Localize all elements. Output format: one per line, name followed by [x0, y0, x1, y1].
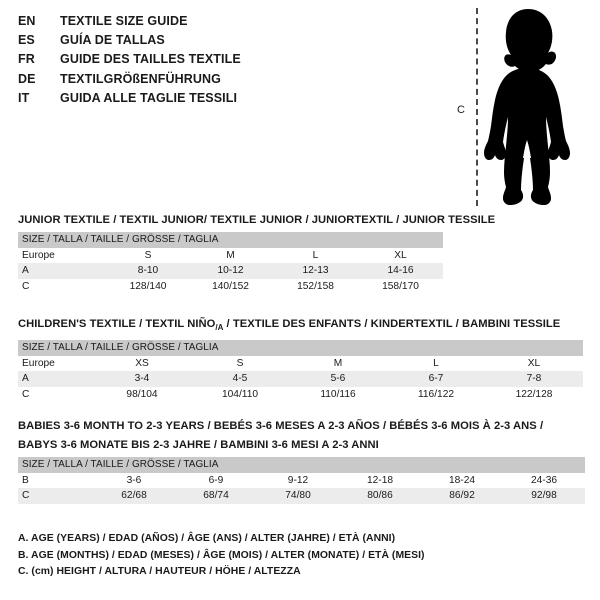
language-code-it: IT	[18, 90, 30, 105]
children-row-c-cell-1: 104/110	[191, 386, 289, 403]
language-row-es: ES GUÍA DE TALLAS	[18, 31, 338, 50]
children-section-heading: CHILDREN'S TEXTILE / TEXTIL NIÑO/A / TEX…	[18, 317, 583, 335]
children-row-a-cell-4: 7-8	[485, 371, 583, 387]
babies-row-c-cell-0: 62/68	[93, 488, 175, 504]
children-row-europe-cell-2: M	[289, 355, 387, 372]
junior-row-a: A 8-10 10-12 12-13 14-16	[18, 263, 443, 279]
babies-row-c: C 62/68 68/74 74/80 80/86 86/92 92/98	[18, 488, 585, 504]
junior-row-a-cell-0: 8-10	[108, 263, 188, 279]
babies-row-b-cell-2: 9-12	[257, 472, 339, 488]
children-row-europe-cell-3: L	[387, 355, 485, 372]
junior-row-europe-label: Europe	[18, 247, 108, 263]
junior-row-europe-cell-3: XL	[358, 247, 443, 263]
babies-row-b-cell-5: 24-36	[503, 472, 585, 488]
children-row-europe-cell-0: XS	[93, 355, 191, 372]
junior-row-europe-cell-2: L	[273, 247, 358, 263]
children-row-a-cell-3: 6-7	[387, 371, 485, 387]
section-junior-textile: JUNIOR TEXTILE / TEXTIL JUNIOR/ TEXTILE …	[18, 213, 495, 294]
language-code-fr: FR	[18, 52, 35, 67]
language-title-en: TEXTILE SIZE GUIDE	[60, 14, 188, 28]
children-row-c: C 98/104 104/110 110/116 116/122 122/128	[18, 386, 583, 403]
section-childrens-textile: CHILDREN'S TEXTILE / TEXTIL NIÑO/A / TEX…	[18, 317, 583, 403]
children-size-table: SIZE / TALLA / TAILLE / GRÖSSE / TAGLIA …	[18, 340, 583, 403]
babies-section-heading-line1: BABIES 3-6 MONTH TO 2-3 YEARS / BEBÉS 3-…	[18, 420, 544, 432]
babies-band-header-row: SIZE / TALLA / TAILLE / GRÖSSE / TAGLIA	[18, 457, 585, 473]
babies-row-c-cell-2: 74/80	[257, 488, 339, 504]
height-dashed-line	[476, 8, 478, 206]
children-row-europe-label: Europe	[18, 355, 93, 372]
height-dimension-label: C	[457, 104, 465, 116]
language-title-de: TEXTILGRÖßENFÜHRUNG	[60, 71, 221, 86]
babies-row-c-cell-1: 68/74	[175, 488, 257, 504]
junior-row-europe-cell-1: M	[188, 247, 273, 263]
language-code-de: DE	[18, 71, 36, 86]
measurement-legend: A. AGE (YEARS) / EDAD (AÑOS) / ÂGE (ANS)…	[18, 531, 425, 581]
junior-row-c-cell-3: 158/170	[358, 278, 443, 294]
junior-row-c-label: C	[18, 278, 108, 294]
junior-row-europe-cell-0: S	[108, 247, 188, 263]
babies-row-c-cell-3: 80/86	[339, 488, 421, 504]
language-row-de: DE TEXTILGRÖßENFÜHRUNG	[18, 70, 338, 89]
babies-row-c-cell-4: 86/92	[421, 488, 503, 504]
children-row-a: A 3-4 4-5 5-6 6-7 7-8	[18, 371, 583, 387]
legend-line-b: B. AGE (MONTHS) / EDAD (MESES) / ÂGE (MO…	[18, 549, 425, 561]
legend-line-c: C. (cm) HEIGHT / ALTURA / HAUTEUR / HÖHE…	[18, 566, 301, 577]
babies-row-b-cell-4: 18-24	[421, 472, 503, 488]
children-row-a-cell-0: 3-4	[93, 371, 191, 387]
junior-row-a-cell-2: 12-13	[273, 263, 358, 279]
children-row-a-cell-1: 4-5	[191, 371, 289, 387]
children-heading-sub: /A	[215, 323, 224, 333]
babies-row-c-label: C	[18, 488, 93, 504]
toddler-silhouette-icon	[484, 9, 570, 205]
section-babies-textile: BABIES 3-6 MONTH TO 2-3 YEARS / BEBÉS 3-…	[18, 419, 585, 504]
height-figure: C	[450, 4, 590, 209]
children-row-europe-cell-4: XL	[485, 355, 583, 372]
children-row-c-label: C	[18, 386, 93, 403]
language-row-en: EN TEXTILE SIZE GUIDE	[18, 12, 338, 31]
children-row-europe: Europe XS S M L XL	[18, 355, 583, 372]
babies-band-header-label: SIZE / TALLA / TAILLE / GRÖSSE / TAGLIA	[18, 457, 585, 473]
language-title-es: GUÍA DE TALLAS	[60, 33, 165, 48]
babies-row-b-label: B	[18, 472, 93, 488]
babies-row-c-cell-5: 92/98	[503, 488, 585, 504]
junior-section-heading: JUNIOR TEXTILE / TEXTIL JUNIOR/ TEXTILE …	[18, 214, 496, 226]
junior-row-c: C 128/140 140/152 152/158 158/170	[18, 278, 443, 294]
babies-row-b-cell-0: 3-6	[93, 472, 175, 488]
junior-band-header-row: SIZE / TALLA / TAILLE / GRÖSSE / TAGLIA	[18, 232, 443, 248]
junior-size-table: SIZE / TALLA / TAILLE / GRÖSSE / TAGLIA …	[18, 232, 443, 294]
children-row-c-cell-0: 98/104	[93, 386, 191, 403]
language-row-fr: FR GUIDE DES TAILLES TEXTILE	[18, 50, 338, 69]
children-row-europe-cell-1: S	[191, 355, 289, 372]
children-heading-post: / TEXTILE DES ENFANTS / KINDERTEXTIL / B…	[223, 318, 561, 330]
language-title-it: GUIDA ALLE TAGLIE TESSILI	[60, 90, 238, 105]
children-row-c-cell-3: 116/122	[387, 386, 485, 403]
children-band-header-row: SIZE / TALLA / TAILLE / GRÖSSE / TAGLIA	[18, 340, 583, 356]
junior-row-a-cell-3: 14-16	[358, 263, 443, 279]
legend-line-a: A. AGE (YEARS) / EDAD (AÑOS) / ÂGE (ANS)…	[18, 533, 396, 544]
children-row-c-cell-4: 122/128	[485, 386, 583, 403]
language-row-it: IT GUIDA ALLE TAGLIE TESSILI	[18, 89, 338, 108]
babies-row-b-cell-1: 6-9	[175, 472, 257, 488]
children-row-c-cell-2: 110/116	[289, 386, 387, 403]
babies-row-b: B 3-6 6-9 9-12 12-18 18-24 24-36	[18, 472, 585, 488]
babies-size-table: SIZE / TALLA / TAILLE / GRÖSSE / TAGLIA …	[18, 457, 585, 504]
junior-row-europe: Europe S M L XL	[18, 247, 443, 263]
language-title-fr: GUIDE DES TAILLES TEXTILE	[60, 52, 241, 67]
children-heading-pre: CHILDREN'S TEXTILE / TEXTIL NIÑO	[18, 318, 216, 330]
junior-row-c-cell-2: 152/158	[273, 278, 358, 294]
language-title-block: EN TEXTILE SIZE GUIDE ES GUÍA DE TALLAS …	[18, 12, 338, 108]
babies-section-heading-line2: BABYS 3-6 MONATE BIS 2-3 JAHRE / BAMBINI…	[18, 439, 379, 451]
language-code-es: ES	[18, 33, 35, 48]
junior-row-a-label: A	[18, 263, 108, 279]
children-band-header-label: SIZE / TALLA / TAILLE / GRÖSSE / TAGLIA	[18, 340, 583, 356]
junior-row-c-cell-0: 128/140	[108, 278, 188, 294]
babies-row-b-cell-3: 12-18	[339, 472, 421, 488]
language-code-en: EN	[18, 14, 36, 28]
junior-row-c-cell-1: 140/152	[188, 278, 273, 294]
children-row-a-cell-2: 5-6	[289, 371, 387, 387]
junior-band-header-label: SIZE / TALLA / TAILLE / GRÖSSE / TAGLIA	[18, 232, 443, 248]
junior-row-a-cell-1: 10-12	[188, 263, 273, 279]
children-row-a-label: A	[18, 371, 93, 387]
